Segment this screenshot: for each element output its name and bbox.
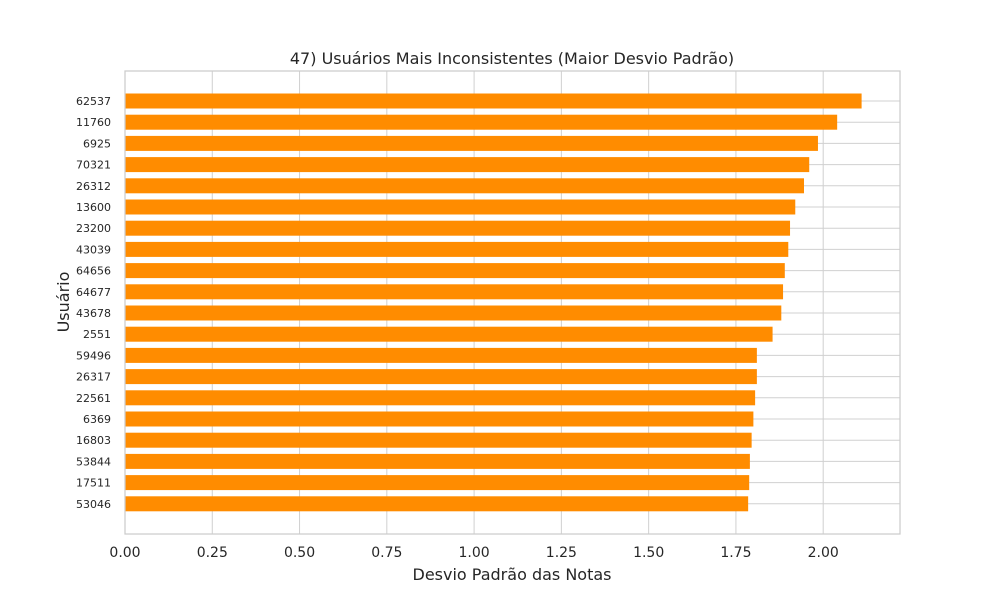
bar-user-64656 xyxy=(125,263,785,279)
x-tick-label: 2.00 xyxy=(808,545,839,561)
bar-user-26317 xyxy=(125,369,757,385)
y-tick-label: 22561 xyxy=(76,392,111,405)
y-tick-label: 16803 xyxy=(76,434,111,447)
y-tick-label: 11760 xyxy=(76,116,111,129)
y-tick-label: 53046 xyxy=(76,498,111,511)
y-tick-label: 62537 xyxy=(76,95,111,108)
x-axis-title: Desvio Padrão das Notas xyxy=(413,565,612,584)
y-tick-label: 43678 xyxy=(76,307,111,320)
y-axis-title: Usuário xyxy=(54,272,73,333)
y-tick-label: 6925 xyxy=(83,137,111,150)
bar-user-70321 xyxy=(125,157,810,173)
plot-frame xyxy=(124,70,901,535)
x-tick-label: 0.25 xyxy=(197,545,228,561)
y-tick-label: 70321 xyxy=(76,159,111,172)
bar-user-13600 xyxy=(125,199,796,215)
y-tick-label: 43039 xyxy=(76,243,111,256)
y-tick-label: 17511 xyxy=(76,477,111,490)
x-tick-label: 1.50 xyxy=(633,545,664,561)
y-tick-label: 2551 xyxy=(83,328,111,341)
y-tick-label: 13600 xyxy=(76,201,111,214)
bar-user-17511 xyxy=(125,475,750,491)
bar-user-43678 xyxy=(125,305,782,321)
y-tick-label: 53844 xyxy=(76,455,111,468)
bar-user-62537 xyxy=(125,93,862,109)
bars-group xyxy=(125,93,862,512)
y-tick-label: 64656 xyxy=(76,265,111,278)
bar-user-16803 xyxy=(125,432,752,448)
x-tick-label: 0.00 xyxy=(109,545,140,561)
y-tick-label: 6369 xyxy=(83,413,111,426)
chart-title: 47) Usuários Mais Inconsistentes (Maior … xyxy=(290,49,734,68)
bar-user-6925 xyxy=(125,135,818,151)
x-tick-label: 1.25 xyxy=(546,545,577,561)
x-tick-label: 0.50 xyxy=(284,545,315,561)
bar-user-22561 xyxy=(125,390,756,406)
bar-user-53046 xyxy=(125,496,749,512)
bar-user-43039 xyxy=(125,241,789,257)
bar-user-2551 xyxy=(125,326,773,342)
bar-user-26312 xyxy=(125,178,804,194)
bar-user-53844 xyxy=(125,453,750,469)
bar-user-6369 xyxy=(125,411,754,427)
x-tick-label: 0.75 xyxy=(371,545,402,561)
bar-user-11760 xyxy=(125,114,838,130)
x-tick-label: 1.00 xyxy=(459,545,490,561)
y-tick-label: 26317 xyxy=(76,371,111,384)
y-tick-label: 64677 xyxy=(76,286,111,299)
x-tick-label: 1.75 xyxy=(720,545,751,561)
x-tick-labels: 0.00 0.25 0.50 0.75 1.00 1.25 1.50 1.75 2.00 xyxy=(109,545,838,561)
y-tick-labels: 62537 11760 6925 70321 26312 13600 23200 43039 6… xyxy=(76,95,111,511)
bar-user-59496 xyxy=(125,347,757,363)
y-tick-label: 26312 xyxy=(76,180,111,193)
bar-user-64677 xyxy=(125,284,784,300)
y-tick-label: 59496 xyxy=(76,349,111,362)
y-tick-label: 23200 xyxy=(76,222,111,235)
bar-user-23200 xyxy=(125,220,791,236)
